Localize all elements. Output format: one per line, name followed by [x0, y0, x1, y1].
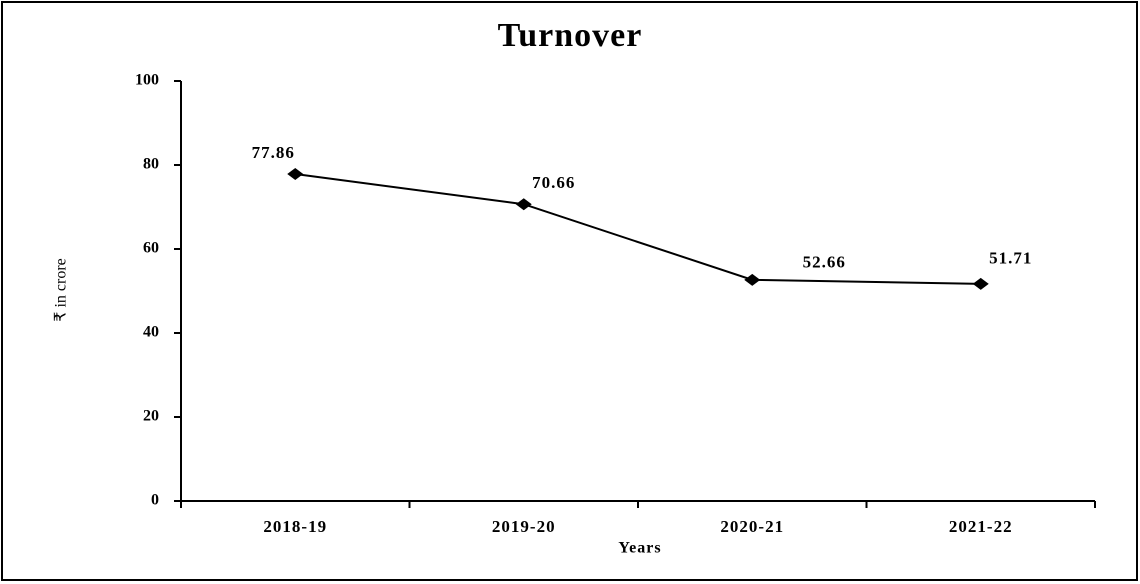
y-tick-label: 40	[143, 324, 159, 341]
marker	[972, 277, 989, 290]
y-tick-label: 60	[143, 240, 159, 257]
data-label: 70.66	[532, 173, 575, 192]
marker	[744, 273, 761, 286]
y-tick-label: 20	[143, 408, 159, 425]
data-label: 77.86	[252, 143, 295, 162]
x-tick-label: 2021-22	[949, 517, 1013, 536]
y-tick-label: 0	[151, 492, 159, 509]
line	[295, 172, 981, 285]
x-axis-label: Years	[618, 540, 661, 557]
data-label: 52.66	[803, 253, 846, 272]
y-axis-label: ₹ in crore	[53, 258, 70, 321]
x-tick-label: 2019-20	[492, 517, 556, 536]
data-label: 51.71	[989, 249, 1032, 268]
x-tick-label: 2020-21	[720, 517, 784, 536]
marker	[515, 198, 532, 211]
y-tick-label: 100	[135, 72, 159, 89]
chart-title: Turnover	[498, 17, 643, 54]
y-tick-label: 80	[143, 156, 159, 173]
marker	[287, 167, 304, 180]
x-tick-label: 2018-19	[263, 517, 327, 536]
